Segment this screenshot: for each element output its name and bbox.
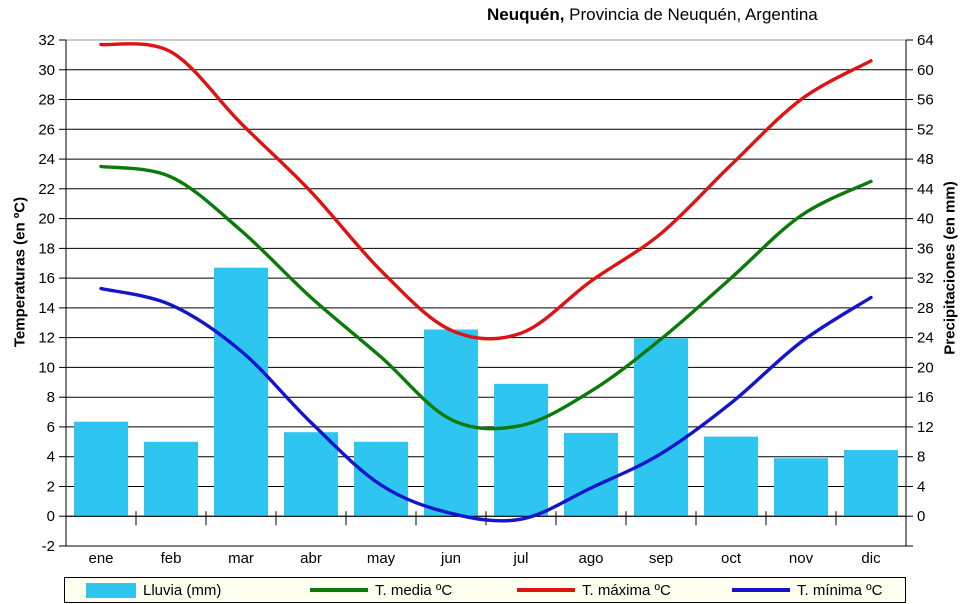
bar-jun <box>424 329 478 517</box>
line-t-m-nima-c <box>99 286 873 523</box>
right-tick-label: 64 <box>917 32 934 49</box>
left-tick-label: 2 <box>47 479 55 496</box>
bar-ene <box>74 421 128 517</box>
left-tick-label: 0 <box>47 508 55 525</box>
right-tick-label: 36 <box>917 240 934 257</box>
right-tick-label: 8 <box>917 449 925 466</box>
left-tick-label: 4 <box>47 449 55 466</box>
right-tick-label: 60 <box>917 62 934 79</box>
line-t-m-xima-c <box>99 42 873 341</box>
month-label-mar: mar <box>228 550 254 567</box>
bar-dic <box>844 450 898 517</box>
legend-item-tmedia: T. media ºC <box>310 578 452 602</box>
legend-item-tminima: T. mínima ºC <box>732 578 883 602</box>
month-label-jul: jul <box>512 550 528 567</box>
right-axis-title: Precipitaciones (en mm) <box>941 181 959 355</box>
chart-title: Neuquén, Provincia de Neuquén, Argentina <box>487 5 818 25</box>
right-tick-label: 16 <box>917 389 934 406</box>
legend-item-lluvia: Lluvia (mm) <box>86 578 221 602</box>
left-tick-label: 20 <box>38 211 55 228</box>
bar-mar <box>214 267 268 517</box>
legend-label-tmaxima: T. máxima ºC <box>582 581 671 599</box>
left-tick-label: 26 <box>38 121 55 138</box>
right-tick-label: 52 <box>917 121 934 138</box>
month-label-feb: feb <box>161 550 182 567</box>
left-tick-label: 14 <box>38 300 55 317</box>
legend: Lluvia (mm) T. media ºC T. máxima ºC T. … <box>64 577 906 603</box>
legend-label-tmedia: T. media ºC <box>375 581 453 599</box>
tminima-swatch <box>732 588 790 592</box>
legend-label-lluvia: Lluvia (mm) <box>143 581 222 599</box>
bar-may <box>354 441 408 517</box>
left-tick-label: 32 <box>38 32 55 49</box>
left-tick-label: 28 <box>38 92 55 109</box>
right-tick-label: 12 <box>917 419 934 436</box>
month-label-ago: ago <box>578 550 603 567</box>
month-label-abr: abr <box>300 550 322 567</box>
month-label-jun: jun <box>440 550 461 567</box>
right-tick-label: 24 <box>917 330 934 347</box>
month-label-may: may <box>367 550 396 567</box>
month-label-sep: sep <box>649 550 673 567</box>
bar-nov <box>774 458 828 517</box>
month-label-dic: dic <box>861 550 881 567</box>
bar-jul <box>494 383 548 517</box>
right-tick-label: 0 <box>917 508 925 525</box>
bar-sep <box>634 338 688 517</box>
bar-ago <box>564 432 618 517</box>
legend-item-tmaxima: T. máxima ºC <box>517 578 671 602</box>
right-tick-label: 40 <box>917 211 934 228</box>
rain-swatch <box>86 582 136 598</box>
left-tick-label: 6 <box>47 419 55 436</box>
right-tick-label: 48 <box>917 151 934 168</box>
left-tick-label: 10 <box>38 359 55 376</box>
left-tick-label: 30 <box>38 62 55 79</box>
right-tick-label: 4 <box>917 479 925 496</box>
right-tick-label: 56 <box>917 92 934 109</box>
left-tick-label: 18 <box>38 240 55 257</box>
right-tick-label: 28 <box>917 300 934 317</box>
chart-title-region: Provincia de Neuquén, Argentina <box>564 5 818 24</box>
left-tick-label: 12 <box>38 330 55 347</box>
line-t-media-c <box>99 164 873 431</box>
bar-abr <box>284 432 338 517</box>
chart-title-city: Neuquén, <box>487 5 565 24</box>
right-tick-label: 44 <box>917 181 934 198</box>
month-label-nov: nov <box>789 550 814 567</box>
right-tick-label: 32 <box>917 270 934 287</box>
legend-label-tminima: T. mínima ºC <box>797 581 883 599</box>
tmaxima-swatch <box>517 588 575 592</box>
month-label-oct: oct <box>721 550 742 567</box>
left-axis-title: Temperaturas (en ºC) <box>11 196 29 348</box>
month-label-ene: ene <box>88 550 113 567</box>
bar-oct <box>704 436 758 517</box>
left-tick-label: 22 <box>38 181 55 198</box>
left-tick-label: 8 <box>47 389 55 406</box>
tmedia-swatch <box>310 588 368 592</box>
right-tick-label: 20 <box>917 359 934 376</box>
left-tick-label: 16 <box>38 270 55 287</box>
left-tick-label: 24 <box>38 151 55 168</box>
left-tick-label: -2 <box>42 538 55 555</box>
bar-feb <box>144 441 198 517</box>
